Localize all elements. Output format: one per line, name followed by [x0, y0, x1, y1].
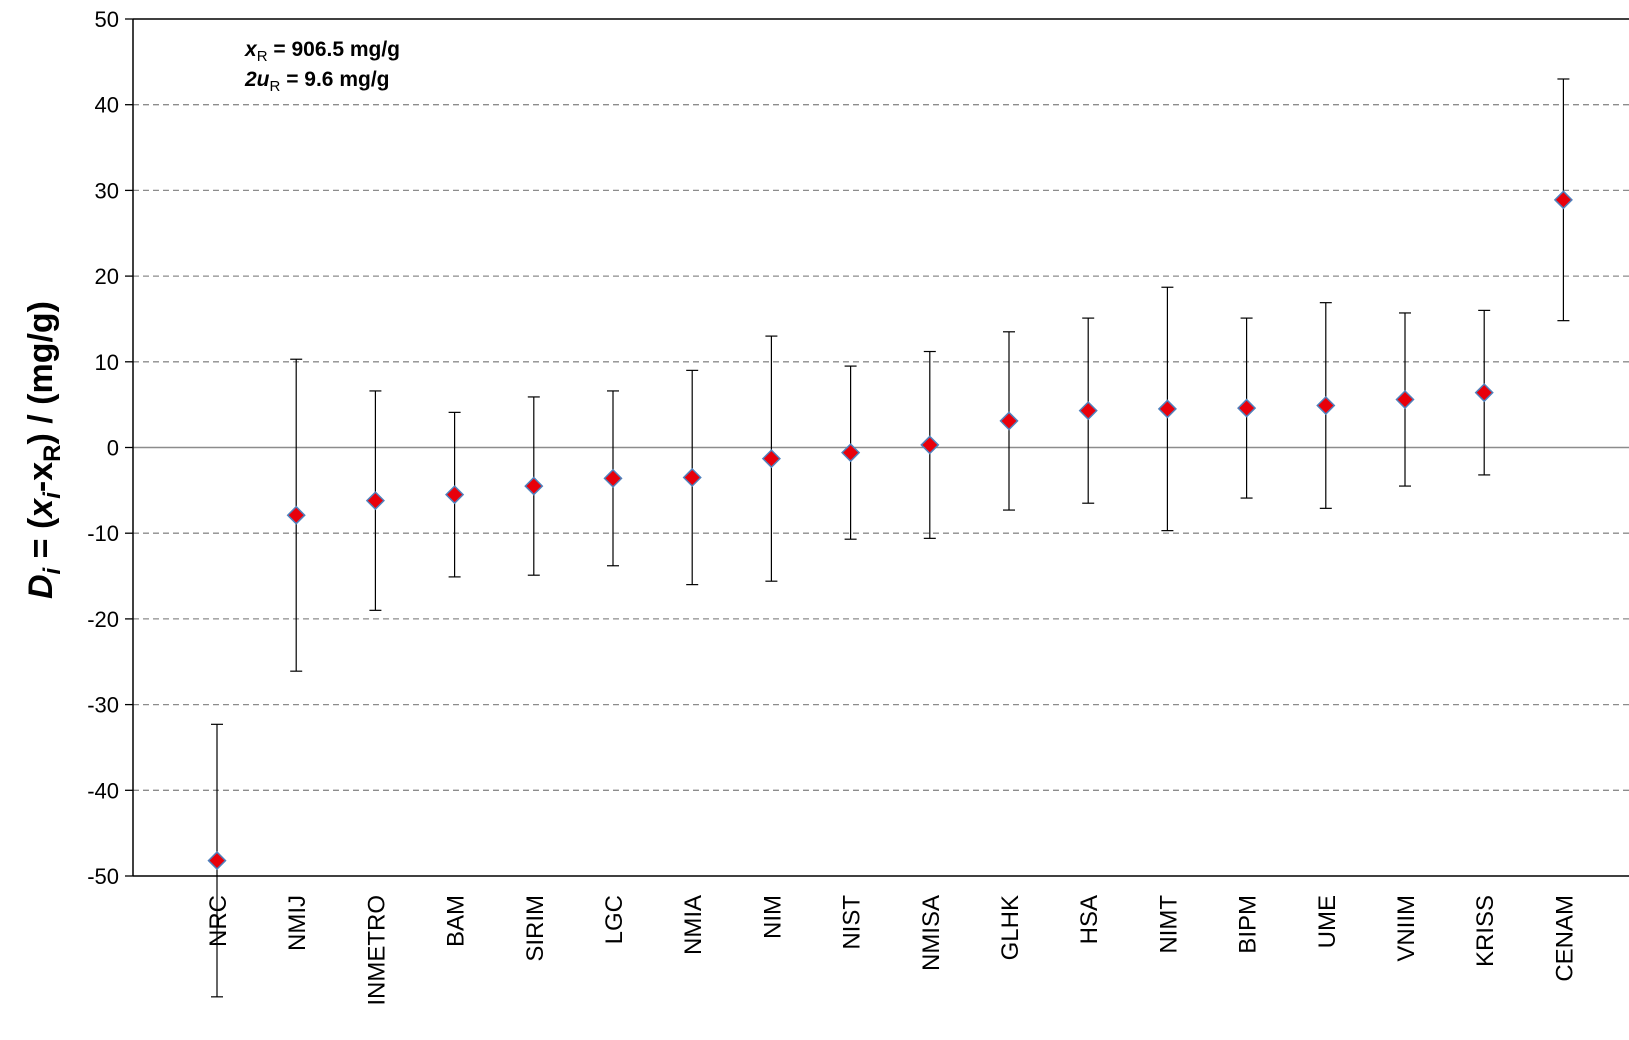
x-tick-label: BAM: [443, 895, 470, 947]
y-tick-label: 0: [107, 436, 119, 461]
x-category-labels: NRC NMIJ INMETRO BAM SIRIM LGC NMIA NIM NIST NMIS…: [205, 895, 1578, 1006]
x-tick-label: NMISA: [918, 895, 945, 971]
x-tick-label: NIM: [759, 895, 786, 939]
y-tick-label: -20: [87, 607, 119, 632]
x-tick-label: NMIA: [680, 895, 707, 955]
annotation-line-2: 2uR = 9.6 mg/g: [244, 68, 389, 95]
x-tick-label: KRISS: [1472, 895, 1499, 967]
point-nim: [761, 449, 781, 469]
point-kriss: [1474, 383, 1494, 403]
point-nmisa: [920, 435, 940, 455]
point-lgc: [603, 468, 623, 488]
point-nmij: [286, 505, 306, 525]
x-tick-label: CENAM: [1551, 895, 1578, 982]
x-tick-label: INMETRO: [363, 895, 390, 1006]
point-inmetro: [365, 491, 385, 511]
point-ume: [1316, 395, 1336, 416]
x-tick-label: SIRIM: [522, 895, 549, 962]
y-axis-label: Di = (xi-xR) / (mg/g): [22, 301, 66, 599]
point-vniim: [1395, 389, 1415, 410]
error-bars: [211, 78, 1570, 998]
point-nist: [841, 443, 861, 463]
point-nimt: [1157, 399, 1177, 419]
x-tick-label: GLHK: [997, 895, 1024, 960]
x-tick-label: NIMT: [1155, 895, 1182, 954]
x-tick-label: NRC: [205, 895, 232, 947]
point-nmia: [682, 467, 702, 488]
y-tick-label: 10: [95, 350, 119, 375]
y-tick-label: -30: [87, 693, 119, 718]
point-glhk: [999, 411, 1019, 431]
y-tick-label: -10: [87, 521, 119, 546]
x-tick-label: VNIIM: [1393, 895, 1420, 962]
y-tick-label: -50: [87, 864, 119, 889]
point-nrc: [207, 851, 227, 871]
point-bipm: [1237, 398, 1257, 418]
x-tick-label: UME: [1314, 895, 1341, 948]
x-tick-label: BIPM: [1235, 895, 1262, 954]
x-tick-label: HSA: [1076, 895, 1103, 944]
y-tick-label: -40: [87, 778, 119, 803]
y-tick-label: 30: [95, 178, 119, 203]
point-sirim: [524, 476, 544, 496]
y-tick-label: 20: [95, 264, 119, 289]
x-tick-label: NMIJ: [284, 895, 311, 951]
y-tick-labels: 50 40 30 20 10 0 -10 -20 -30 -40 -50: [87, 7, 119, 889]
point-bam: [445, 485, 465, 505]
x-tick-label: LGC: [601, 895, 628, 944]
axes: [125, 18, 1629, 877]
point-cenam: [1553, 190, 1573, 210]
x-tick-label: NIST: [839, 895, 866, 950]
y-tick-label: 40: [95, 93, 119, 118]
annotation-line-1: xR = 906.5 mg/g: [244, 38, 400, 65]
y-tick-label: 50: [95, 7, 119, 32]
point-hsa: [1078, 401, 1098, 421]
data-points: [207, 190, 1573, 871]
